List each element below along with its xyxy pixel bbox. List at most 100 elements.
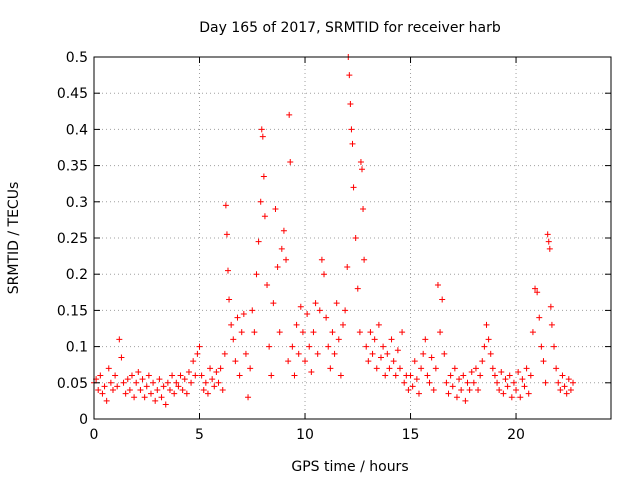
data-point xyxy=(432,365,439,372)
data-point xyxy=(358,166,365,173)
data-point xyxy=(238,329,245,336)
data-point xyxy=(394,347,401,354)
data-point xyxy=(413,376,420,383)
data-point xyxy=(278,245,285,252)
data-point xyxy=(224,267,231,274)
data-point xyxy=(521,383,528,390)
data-point xyxy=(337,372,344,379)
data-point xyxy=(232,358,239,365)
data-point xyxy=(365,358,372,365)
data-point xyxy=(185,368,192,375)
y-tick-label: 0.5 xyxy=(66,50,88,66)
data-point xyxy=(209,376,216,383)
data-point xyxy=(211,383,218,390)
data-point xyxy=(513,387,520,394)
data-point xyxy=(291,372,298,379)
data-point xyxy=(565,376,572,383)
data-point xyxy=(202,379,209,386)
data-point xyxy=(245,394,252,401)
data-point xyxy=(399,329,406,336)
data-point xyxy=(323,314,330,321)
data-point xyxy=(240,311,247,318)
data-point xyxy=(462,397,469,404)
data-point xyxy=(489,365,496,372)
data-point xyxy=(286,111,293,118)
data-point xyxy=(563,390,570,397)
data-point xyxy=(253,271,260,278)
data-point xyxy=(141,394,148,401)
data-point xyxy=(570,379,577,386)
data-point xyxy=(388,336,395,343)
data-point xyxy=(468,368,475,375)
data-point xyxy=(166,387,173,394)
data-point xyxy=(270,300,277,307)
x-tick-labels: 0 5 10 15 20 xyxy=(90,427,525,443)
data-point xyxy=(97,372,104,379)
data-point xyxy=(128,372,135,379)
data-point xyxy=(411,358,418,365)
data-point xyxy=(280,227,287,234)
data-point xyxy=(114,383,121,390)
data-point xyxy=(342,307,349,314)
data-point xyxy=(380,343,387,350)
data-point xyxy=(215,379,222,386)
data-point xyxy=(219,387,226,394)
data-point xyxy=(481,343,488,350)
data-point xyxy=(299,329,306,336)
data-point xyxy=(348,126,355,133)
data-point xyxy=(466,387,473,394)
data-point xyxy=(449,383,456,390)
data-point xyxy=(504,383,511,390)
data-point xyxy=(122,390,129,397)
data-point xyxy=(538,343,545,350)
data-point xyxy=(346,72,353,79)
data-point xyxy=(247,365,254,372)
data-point xyxy=(255,238,262,245)
data-point xyxy=(304,311,311,318)
data-point xyxy=(107,379,114,386)
data-point xyxy=(344,263,351,270)
data-point xyxy=(350,184,357,191)
y-tick-label: 0.1 xyxy=(66,340,88,356)
data-point xyxy=(105,365,112,372)
data-point xyxy=(532,285,539,292)
data-point xyxy=(158,394,165,401)
data-point xyxy=(405,387,412,394)
data-point xyxy=(534,289,541,296)
data-point xyxy=(491,372,498,379)
data-point xyxy=(268,372,275,379)
x-tick-label: 10 xyxy=(296,427,314,443)
data-point xyxy=(171,390,178,397)
data-point xyxy=(369,350,376,357)
data-point xyxy=(131,394,138,401)
data-point xyxy=(228,321,235,328)
data-point xyxy=(222,202,229,209)
data-point xyxy=(445,390,452,397)
data-point xyxy=(137,387,144,394)
data-point xyxy=(437,329,444,336)
data-point xyxy=(276,329,283,336)
data-point xyxy=(396,365,403,372)
data-point xyxy=(223,231,230,238)
data-point xyxy=(545,238,552,245)
data-point xyxy=(506,372,513,379)
data-point xyxy=(542,379,549,386)
data-point xyxy=(321,271,328,278)
data-point xyxy=(375,321,382,328)
data-point xyxy=(242,350,249,357)
data-point xyxy=(150,379,157,386)
data-point xyxy=(470,379,477,386)
data-point xyxy=(515,368,522,375)
data-point xyxy=(483,321,490,328)
data-point xyxy=(546,245,553,252)
data-point xyxy=(529,329,536,336)
data-point xyxy=(475,387,482,394)
data-point xyxy=(382,372,389,379)
data-point xyxy=(194,350,201,357)
data-point xyxy=(112,372,119,379)
data-point xyxy=(502,376,509,383)
data-point xyxy=(325,343,332,350)
data-point xyxy=(354,285,361,292)
data-point xyxy=(494,379,501,386)
data-point xyxy=(95,387,102,394)
